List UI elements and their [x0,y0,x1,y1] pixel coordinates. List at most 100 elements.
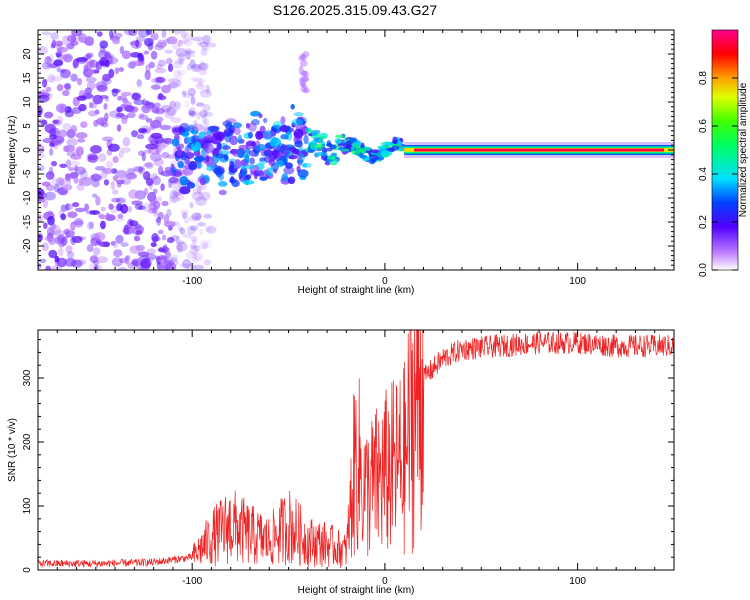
spectrogram-blob [191,191,204,201]
spectrogram-blob [88,101,94,109]
spectrogram-blob [200,89,212,98]
spectrogram-blob [138,55,146,63]
spectrogram-blob [161,234,167,241]
spectrogram-blob [124,105,135,113]
spectrogram-blob [175,240,186,245]
spectrogram-blob [105,212,111,221]
spectrogram-blob [185,136,190,144]
spectrogram-blob [96,84,108,93]
spectrogram-blob [200,48,208,56]
spectrogram-blob [100,206,106,212]
y-tick-label: 5 [22,123,33,129]
y-tick-label: 10 [22,96,33,108]
spectrogram-blob [154,67,167,74]
spectrogram-blob [79,169,88,180]
spectrogram-blob [150,200,156,207]
spectrogram-blob [266,167,273,177]
spectrogram-blob [190,63,202,73]
spectrogram-blob [86,60,94,68]
spectrogram-blob [85,210,97,215]
spectrogram-blob [68,160,80,167]
spectrogram-blob [177,39,190,44]
spectrogram-blob [152,176,161,186]
spectrogram-blob [70,73,78,82]
spectrogram-blob [377,145,385,150]
spectrogram-blob [300,78,307,89]
spectrogram-blob [65,203,74,211]
spectrogram-blob [108,203,114,210]
spectrogram-blob [180,30,187,39]
spectrogram-blob [112,189,119,195]
spectrogram-blob [131,258,142,267]
dominant-line-core [414,148,664,152]
spectrogram-blob [177,225,183,232]
spectrogram-blob [137,30,150,38]
y-tick-label: 15 [22,72,33,84]
spectrogram-blob [56,67,62,73]
spectrogram-blob [99,40,109,49]
spectrogram-blob [154,76,164,85]
spectrogram-blob [164,166,172,172]
spectrogram-blob [71,30,83,37]
spectrogram-blob [294,140,303,148]
spectrogram-blob [143,50,150,55]
spectrogram-blob [127,205,132,213]
spectrogram-blob [111,197,121,203]
spectrogram-blob [128,30,138,37]
spectrogram-blob [41,62,52,70]
spectrogram-blob [153,212,162,218]
spectrogram-blob [46,92,53,100]
spectrogram-blob [49,224,54,233]
spectrogram-blob [107,143,120,152]
spectrogram-blob [261,133,273,139]
spectrogram-blob [191,239,198,245]
spectrogram-blob [317,138,324,144]
spectrogram-blob [67,211,78,219]
spectrogram-blob [203,213,213,219]
spectrogram-blob [199,229,204,236]
spectrogram-blob [85,76,97,83]
spectrogram-blob [94,165,106,171]
spectrogram-panel: -100 0 100 -20 -15 -10 -5 0 5 10 15 20 Height of st… [7,29,675,296]
spectrogram-blob [244,153,250,164]
spectrogram-blob [296,165,301,173]
spectrogram-blob [143,104,152,111]
spectrogram-blob [80,121,88,128]
spectrogram-blob [119,104,127,112]
spectrogram-blob [86,81,96,90]
spectrogram-blob [122,137,131,147]
spectrogram-blob [192,64,201,70]
spectrogram-blob [38,144,45,154]
spectrogram-blob [73,177,79,184]
spectrogram-blob [111,32,123,39]
spectrogram-blob [123,224,130,235]
spectrogram-blob [229,135,239,146]
spectrogram-blob [38,94,50,103]
spectrogram-blob [259,176,268,181]
spectrogram-blob [194,77,206,84]
spectrogram-blob [201,45,210,51]
spectrogram-blob [98,213,105,219]
spectrogram-blob [105,160,114,169]
spectrogram-blob [185,250,197,260]
spectrogram-blob [42,137,54,144]
colorbar-tick-label: 0.0 [698,263,709,277]
spectrogram-blob [59,163,68,168]
spectrogram-blob [93,247,101,256]
spectrogram-blob [147,207,158,214]
spectrogram-blob [334,138,342,145]
spectrogram-blob [54,58,64,68]
spectrogram-ticks: -100 0 100 -20 -15 -10 -5 0 5 10 15 20 [22,30,675,287]
spectrogram-blob [189,201,194,209]
spectrogram-blob [181,90,187,99]
spectrogram-blob [393,139,398,145]
spectrogram-blob [83,40,92,45]
spectrogram-blob [279,125,291,133]
spectrogram-blob [45,265,52,270]
spectrogram-blob [169,101,177,109]
spectrogram-blob [118,150,124,159]
spectrogram-blob [203,112,214,117]
spectrogram-blob [358,154,367,159]
spectrogram-blob [371,149,380,154]
spectrogram-blob [188,107,196,116]
